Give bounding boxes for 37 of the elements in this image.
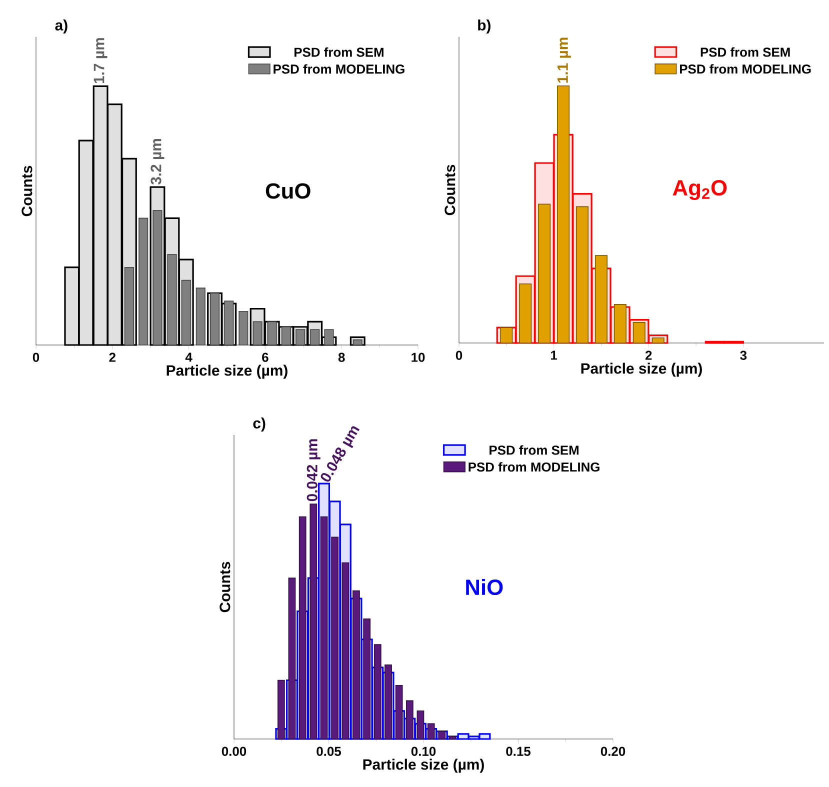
x-tick-label: 8 [338, 352, 345, 362]
legend-label: PSD from MODELING [468, 462, 600, 472]
y-axis-title: Counts [220, 562, 230, 612]
y-axis-title: Counts [444, 164, 456, 216]
x-tick-label: 0.05 [316, 746, 341, 756]
x-tick-label: 0.20 [600, 746, 626, 756]
x-tick-label: 2 [645, 350, 652, 360]
x-tick-label: 0 [32, 352, 40, 362]
chart-title: a) [55, 20, 68, 34]
y-axis-title: Counts [22, 166, 32, 216]
x-tick-label: 4 [185, 352, 192, 362]
annotation: 3.2 µm [150, 139, 164, 185]
x-axis-title: Particle size (µm) [581, 362, 702, 377]
x-tick-label: 0.00 [222, 746, 246, 756]
annotation: 1.7 µm [94, 38, 108, 84]
x-tick-label: 3 [740, 350, 747, 360]
annotation: Ag$_{2}$O [672, 180, 727, 200]
chart-title: c) [253, 418, 266, 432]
x-tick-label: 1 [551, 350, 558, 360]
legend-label: PSD from MODELING [274, 64, 404, 74]
legend-label: PSD from MODELING [680, 64, 811, 74]
chart-title: b) [478, 20, 490, 34]
x-tick-label: 10 [412, 352, 425, 362]
legend-label: PSD from SEM [700, 47, 790, 57]
x-tick-label: 2 [109, 352, 116, 362]
annotation: NiO [466, 578, 503, 596]
annotation: 0.042 µm [306, 439, 320, 502]
legend-label: PSD from SEM [490, 445, 578, 455]
x-tick-label: 0.15 [506, 746, 530, 756]
legend-label: PSD from SEM [294, 47, 384, 57]
annotation: CuO [266, 183, 310, 199]
x-tick-label: 0 [456, 350, 462, 360]
x-axis-title: Particle size (µm) [166, 364, 288, 379]
x-axis-title: Particle size (µm) [363, 758, 484, 773]
x-tick-label: 0.10 [411, 746, 436, 756]
annotation: 1.1 µm [558, 38, 571, 83]
x-tick-label: 6 [262, 352, 268, 362]
